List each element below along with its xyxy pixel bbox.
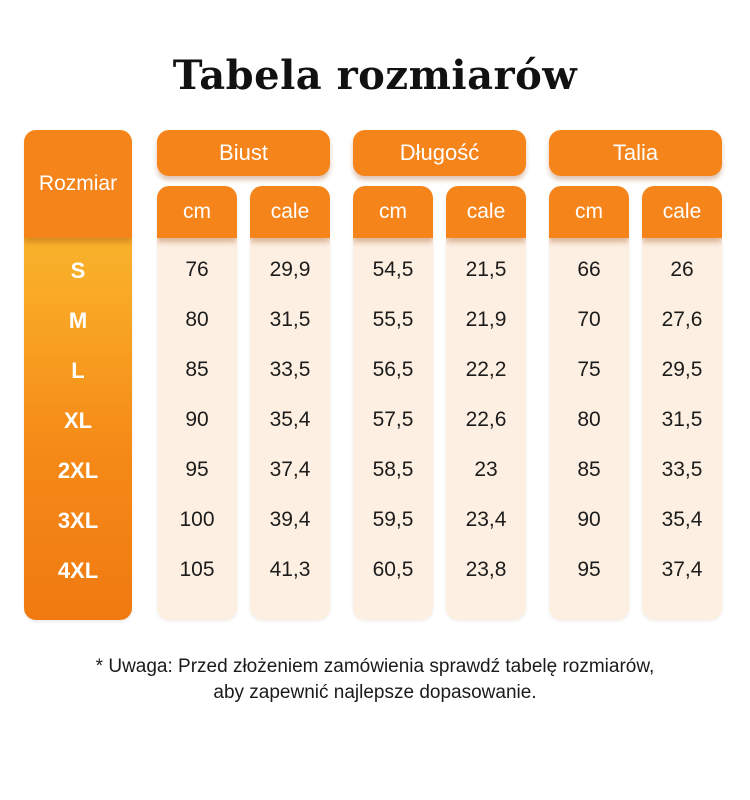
unit-header: cm	[353, 186, 433, 238]
table-cell: 75	[577, 358, 601, 381]
note-line-1: * Uwaga: Przed złożeniem zamówienia spra…	[95, 656, 655, 677]
size-label-4xl: 4XL	[57, 558, 99, 583]
table-cell: 31,5	[269, 308, 311, 331]
column-2: cm 54,5 55,5 56,5 57,5 58,5 59,5 60,5	[353, 186, 433, 620]
size-label-l: L	[71, 358, 85, 383]
table-cell: 35,4	[269, 408, 311, 431]
table-cell: 39,4	[269, 508, 311, 531]
table-cell: 21,5	[465, 258, 507, 281]
column-0: cm 76 80 85 90 95 100 105	[157, 186, 237, 620]
table-cell: 56,5	[372, 358, 414, 381]
table-cell: 80	[577, 408, 601, 431]
unit-header: cale	[446, 186, 526, 238]
size-column: Rozmiar S M L XL 2XL 3XL 4XL	[24, 130, 132, 620]
table-cell: 95	[577, 558, 601, 581]
table-cell: 35,4	[661, 508, 703, 531]
table-cell: 31,5	[661, 408, 703, 431]
table-cell: 66	[577, 258, 601, 281]
table-cell: 60,5	[372, 558, 414, 581]
table-cell: 37,4	[269, 458, 311, 481]
table-cell: 21,9	[465, 308, 507, 331]
table-cell: 59,5	[372, 508, 414, 531]
table-cell: 80	[185, 308, 209, 331]
table-cell: 90	[185, 408, 209, 431]
table-cell: 23,8	[465, 558, 507, 581]
group-header-2: Talia	[549, 130, 722, 176]
table-cell: 100	[179, 508, 215, 531]
table-cell: 95	[185, 458, 209, 481]
note-line-2: aby zapewnić najlepsze dopasowanie.	[213, 682, 537, 703]
table-cell: 55,5	[372, 308, 414, 331]
table-cell: 90	[577, 508, 601, 531]
table-cell: 70	[577, 308, 601, 331]
table-cell: 23	[474, 458, 498, 481]
size-column-header: Rozmiar	[24, 130, 132, 238]
group-header-1: Długość	[353, 130, 526, 176]
table-cell: 54,5	[372, 258, 414, 281]
size-label-3xl: 3XL	[57, 508, 99, 533]
table-cell: 57,5	[372, 408, 414, 431]
table-cell: 29,5	[661, 358, 703, 381]
group-header-0: Biust	[157, 130, 330, 176]
table-cell: 41,3	[269, 558, 311, 581]
table-cell: 85	[577, 458, 601, 481]
unit-header: cm	[549, 186, 629, 238]
unit-header: cale	[250, 186, 330, 238]
table-cell: 58,5	[372, 458, 414, 481]
unit-header: cm	[157, 186, 237, 238]
column-3: cale 21,5 21,9 22,2 22,6 23 23,4 23,8	[446, 186, 526, 620]
table-cell: 37,4	[661, 558, 703, 581]
table-cell: 26	[670, 258, 694, 281]
size-label-s: S	[70, 258, 86, 283]
size-label-2xl: 2XL	[57, 458, 99, 483]
column-4: cm 66 70 75 80 85 90 95	[549, 186, 629, 620]
unit-header: cale	[642, 186, 722, 238]
table-cell: 76	[185, 258, 209, 281]
table-cell: 27,6	[661, 308, 703, 331]
table-cell: 23,4	[465, 508, 507, 531]
page-title: Tabela rozmiarów	[172, 52, 578, 99]
table-cell: 29,9	[269, 258, 311, 281]
table-cell: 22,6	[465, 408, 507, 431]
size-label-m: M	[68, 308, 88, 333]
column-1: cale 29,9 31,5 33,5 35,4 37,4 39,4 41,3	[250, 186, 330, 620]
table-cell: 33,5	[269, 358, 311, 381]
table-cell: 33,5	[661, 458, 703, 481]
column-5: cale 26 27,6 29,5 31,5 33,5 35,4 37,4	[642, 186, 722, 620]
size-label-xl: XL	[63, 408, 93, 433]
table-cell: 105	[179, 558, 215, 581]
table-cell: 22,2	[465, 358, 507, 381]
table-cell: 85	[185, 358, 209, 381]
